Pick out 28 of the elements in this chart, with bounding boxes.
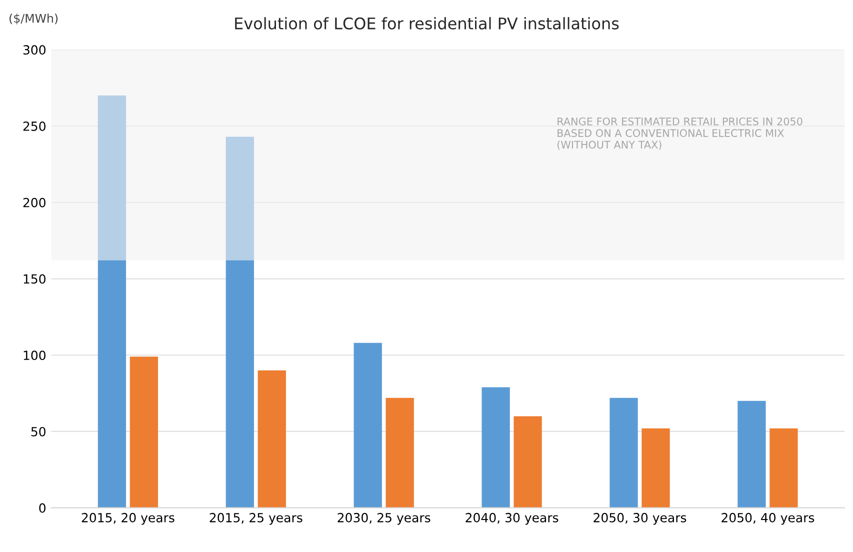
y-tick-label: 100	[24, 350, 46, 360]
chart-title: Evolution of LCOE for residential PV installations	[235, 17, 619, 30]
x-tick-label: 2050, 40 years	[722, 512, 814, 525]
y-tick-label: 300	[23, 45, 46, 55]
x-tick-label: 2050, 30 years	[594, 512, 686, 525]
bar	[610, 398, 638, 508]
bar	[226, 136, 254, 508]
bar	[642, 428, 670, 508]
bar	[482, 387, 510, 508]
x-tick-label: 2040, 30 years	[466, 512, 558, 525]
bar	[98, 95, 126, 508]
x-tick-label: 2015, 25 years	[210, 512, 302, 525]
y-tick-label: 150	[24, 274, 46, 284]
bar	[770, 428, 798, 508]
y-tick-label: 200	[23, 198, 46, 208]
y-tick-label: 50	[31, 426, 46, 436]
bar	[258, 370, 286, 508]
bar	[738, 400, 766, 508]
y-tick-label: 250	[23, 122, 46, 131]
bar	[130, 356, 158, 508]
y-axis-title: ($/MWh)	[10, 14, 58, 24]
x-tick-label: 2015, 20 years	[82, 512, 174, 525]
bar	[514, 416, 542, 508]
band-label: RANGE FOR ESTIMATED RETAIL PRICES IN 2050 BASED ON A CONVENTIONAL ELECTRIC MIX (WITHOUT ANY TAX)	[557, 117, 802, 150]
x-tick-label: 2030, 25 years	[338, 512, 430, 525]
y-tick-label: 0	[39, 503, 46, 513]
bar	[354, 342, 382, 508]
bar	[386, 398, 414, 508]
